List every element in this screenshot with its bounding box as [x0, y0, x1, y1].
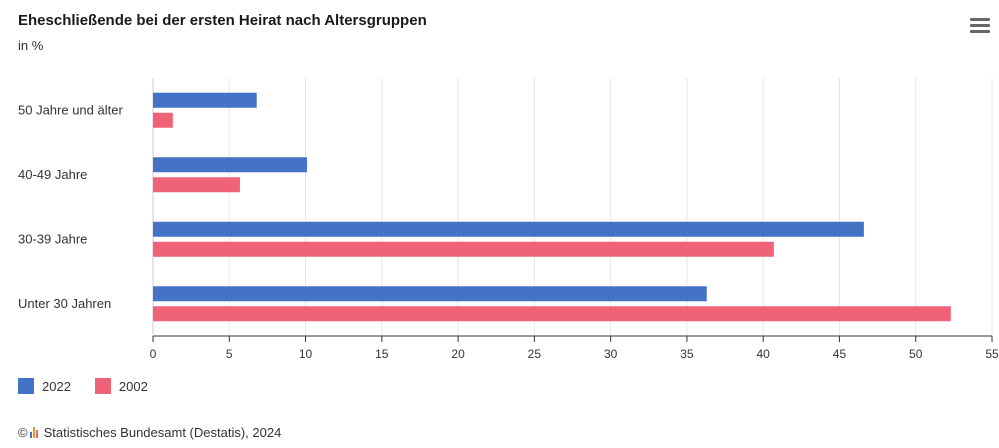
legend-swatch — [94, 378, 111, 394]
chart-title: Eheschließende bei der ersten Heirat nac… — [18, 12, 427, 29]
x-tick-label: 40 — [757, 347, 771, 361]
x-tick-label: 0 — [150, 347, 157, 361]
bar-2002 — [153, 306, 951, 322]
source-text: Statistisches Bundesamt (Destatis), 2024 — [43, 425, 282, 440]
bar-2002 — [153, 177, 240, 193]
x-tick-label: 10 — [299, 347, 313, 361]
category-label: 30-39 Jahre — [18, 231, 87, 246]
x-tick-label: 50 — [909, 347, 923, 361]
legend-label: 2002 — [118, 378, 148, 394]
bar-2022 — [153, 92, 257, 108]
category-label: 50 Jahre und älter — [18, 102, 123, 117]
legend-item-2002[interactable]: 2002 — [94, 378, 148, 394]
x-tick-label: 45 — [833, 347, 847, 361]
destatis-logo-icon — [29, 427, 38, 438]
x-tick-label: 25 — [528, 347, 542, 361]
bar-2002 — [153, 241, 774, 257]
legend-item-2022[interactable]: 2022 — [18, 378, 71, 394]
source-credit: © Statistisches Bundesamt (Destatis), 20… — [18, 425, 281, 440]
legend-swatch — [18, 378, 34, 394]
bar-2002 — [153, 112, 173, 128]
bar-2022 — [153, 157, 308, 173]
bar-2022 — [153, 286, 707, 302]
bar-2022 — [153, 221, 864, 237]
x-tick-label: 55 — [985, 347, 999, 361]
copyright-symbol: © — [18, 425, 28, 440]
legend-label: 2022 — [42, 378, 71, 394]
chart-subtitle: in % — [18, 38, 44, 53]
x-tick-label: 35 — [680, 347, 694, 361]
x-tick-label: 30 — [604, 347, 618, 361]
legend: 2022 2002 — [18, 378, 148, 394]
x-tick-label: 20 — [451, 347, 465, 361]
menu-line — [970, 30, 990, 33]
category-label: 40-49 Jahre — [18, 167, 87, 182]
category-label: Unter 30 Jahren — [18, 296, 111, 311]
menu-line — [970, 18, 990, 21]
menu-line — [970, 24, 990, 27]
x-tick-label: 15 — [375, 347, 389, 361]
bar-chart: 0 5 10 15 20 25 30 35 40 45 50 55 50 Jahre und älter… — [18, 78, 999, 361]
hamburger-menu-icon[interactable] — [970, 18, 990, 34]
x-tick-label: 5 — [226, 347, 233, 361]
